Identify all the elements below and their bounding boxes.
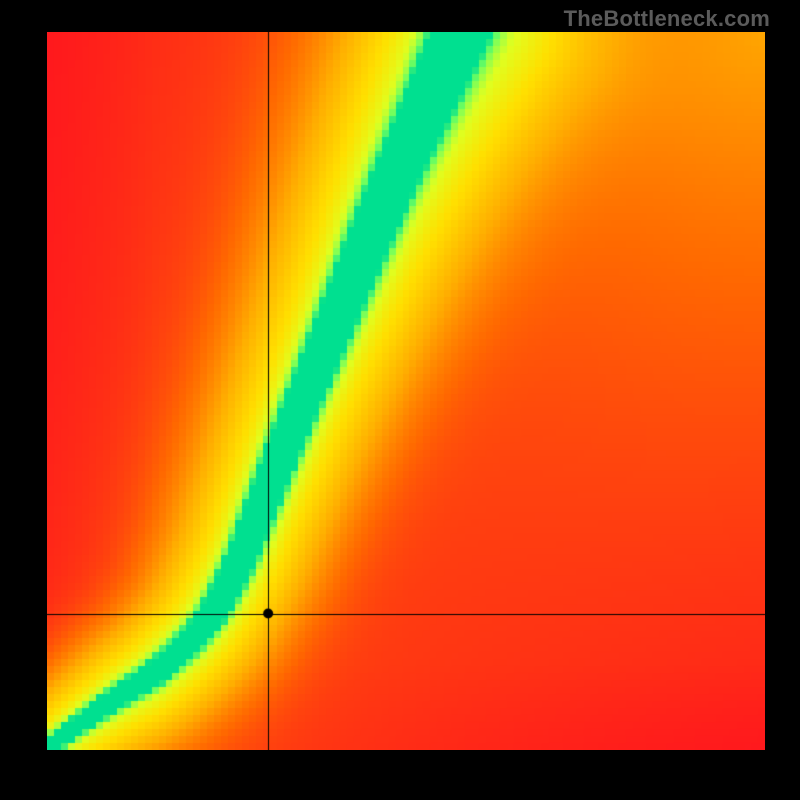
chart-container: TheBottleneck.com xyxy=(0,0,800,800)
watermark-text: TheBottleneck.com xyxy=(564,6,770,32)
heatmap-canvas xyxy=(47,32,765,750)
